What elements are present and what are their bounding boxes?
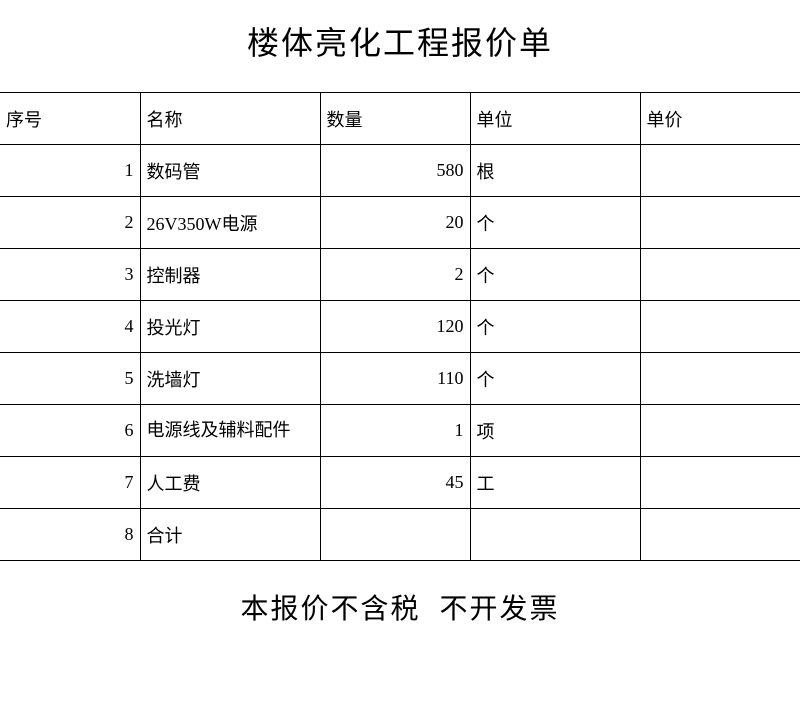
table-row: 8 合计 [0, 509, 800, 561]
cell-unit: 个 [470, 249, 640, 301]
cell-qty: 580 [320, 145, 470, 197]
cell-unit: 个 [470, 353, 640, 405]
col-header-qty: 数量 [320, 93, 470, 145]
cell-unit: 工 [470, 457, 640, 509]
cell-qty: 20 [320, 197, 470, 249]
table-body: 1 数码管 580 根 2 26V350W电源 20 个 3 控制器 2 个 4… [0, 145, 800, 561]
cell-price [640, 405, 800, 457]
cell-price [640, 457, 800, 509]
cell-qty: 45 [320, 457, 470, 509]
table-row: 3 控制器 2 个 [0, 249, 800, 301]
cell-price [640, 197, 800, 249]
cell-price [640, 509, 800, 561]
cell-qty: 110 [320, 353, 470, 405]
table-row: 7 人工费 45 工 [0, 457, 800, 509]
cell-unit: 根 [470, 145, 640, 197]
cell-seq: 4 [0, 301, 140, 353]
cell-name: 洗墙灯 [140, 353, 320, 405]
cell-name: 人工费 [140, 457, 320, 509]
cell-price [640, 145, 800, 197]
col-header-seq: 序号 [0, 93, 140, 145]
cell-qty: 1 [320, 405, 470, 457]
cell-name: 控制器 [140, 249, 320, 301]
cell-seq: 3 [0, 249, 140, 301]
col-header-price: 单价 [640, 93, 800, 145]
col-header-name: 名称 [140, 93, 320, 145]
table-row: 2 26V350W电源 20 个 [0, 197, 800, 249]
cell-price [640, 249, 800, 301]
page-title: 楼体亮化工程报价单 [0, 0, 800, 92]
cell-unit [470, 509, 640, 561]
table-row: 6 电源线及辅料配件 1 项 [0, 405, 800, 457]
cell-price [640, 301, 800, 353]
cell-name: 数码管 [140, 145, 320, 197]
table-row: 1 数码管 580 根 [0, 145, 800, 197]
cell-seq: 5 [0, 353, 140, 405]
table-header-row: 序号 名称 数量 单位 单价 [0, 93, 800, 145]
col-header-unit: 单位 [470, 93, 640, 145]
cell-name: 合计 [140, 509, 320, 561]
table-row: 5 洗墙灯 110 个 [0, 353, 800, 405]
cell-unit: 项 [470, 405, 640, 457]
cell-name: 电源线及辅料配件 [140, 405, 320, 457]
cell-name: 26V350W电源 [140, 197, 320, 249]
cell-unit: 个 [470, 301, 640, 353]
cell-qty: 2 [320, 249, 470, 301]
cell-seq: 2 [0, 197, 140, 249]
cell-price [640, 353, 800, 405]
quotation-table: 序号 名称 数量 单位 单价 1 数码管 580 根 2 26V350W电源 2… [0, 92, 800, 561]
footer-note: 本报价不含税 不开发票 [0, 561, 800, 627]
cell-qty: 120 [320, 301, 470, 353]
cell-seq: 7 [0, 457, 140, 509]
cell-seq: 8 [0, 509, 140, 561]
cell-name: 投光灯 [140, 301, 320, 353]
table-row: 4 投光灯 120 个 [0, 301, 800, 353]
cell-seq: 6 [0, 405, 140, 457]
cell-unit: 个 [470, 197, 640, 249]
cell-qty [320, 509, 470, 561]
cell-seq: 1 [0, 145, 140, 197]
